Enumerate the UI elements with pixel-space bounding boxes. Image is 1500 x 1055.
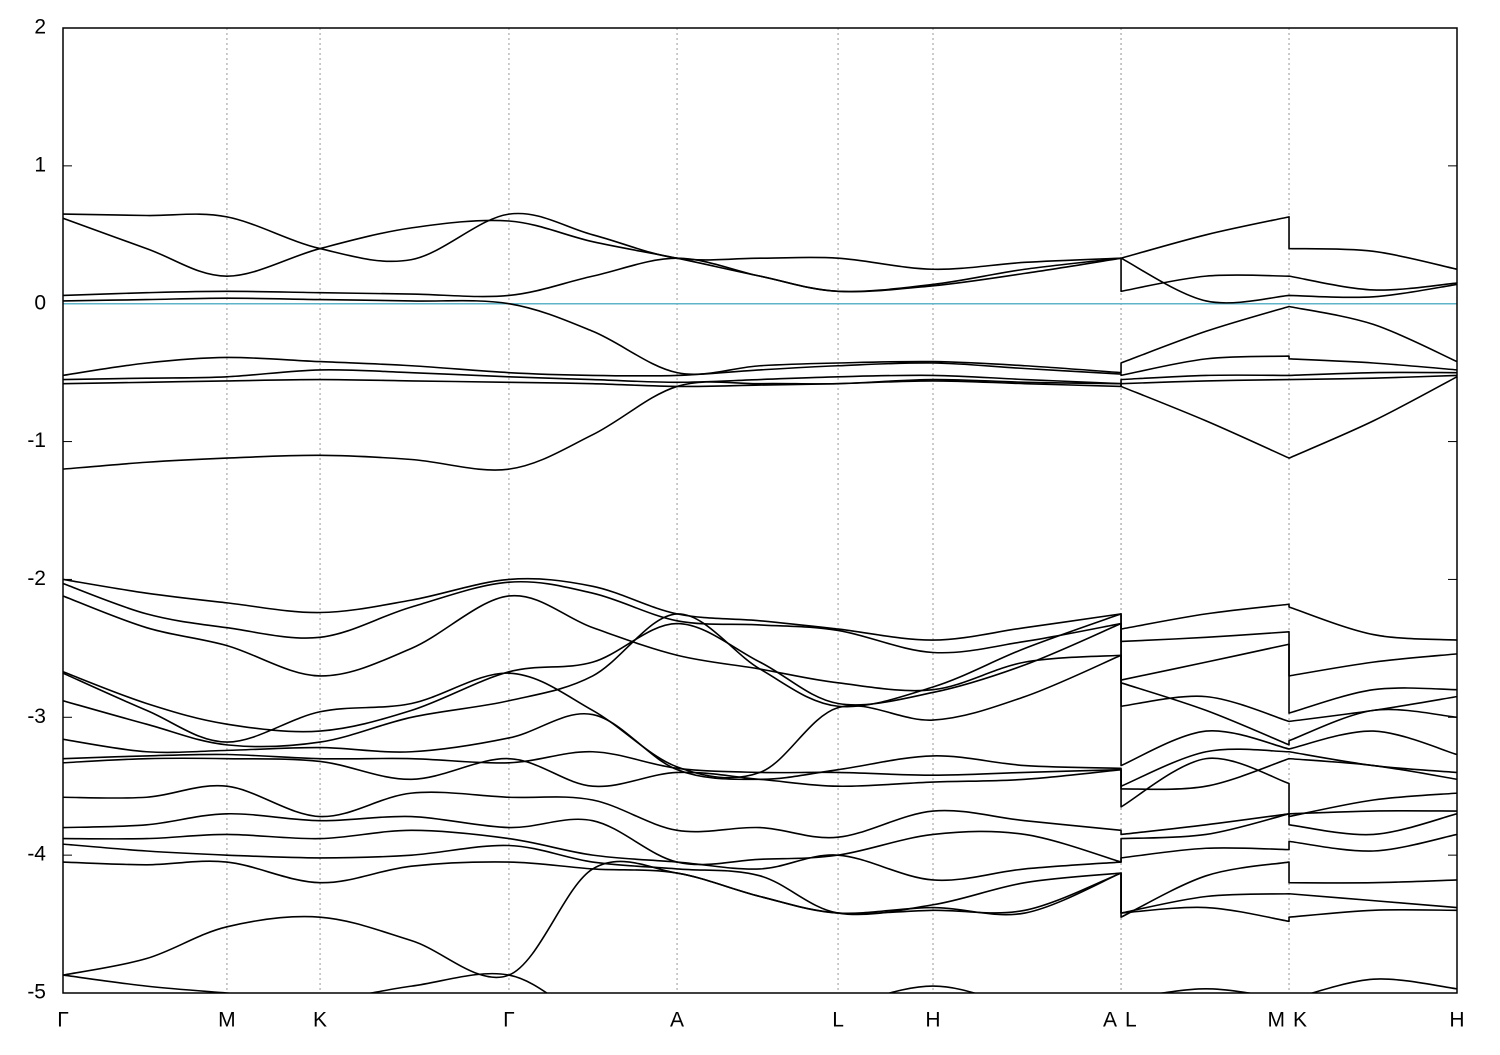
y-tick-label: 0 (34, 291, 46, 314)
band-line (63, 750, 1457, 791)
band-line (63, 613, 1457, 767)
x-tick-label: Γ (57, 1009, 69, 1032)
plot-area (63, 28, 1457, 993)
x-tick-label: L (832, 1009, 844, 1032)
x-tick-label: M (1268, 1009, 1286, 1032)
x-tick-label: M (218, 1009, 236, 1032)
band-line (63, 355, 1457, 377)
y-tick-label: -3 (27, 705, 46, 728)
x-tick-label: K (1293, 1009, 1307, 1032)
x-tick-label: A (670, 1009, 684, 1032)
x-tick-label: A (1103, 1009, 1117, 1032)
x-tick-label: H (1449, 1009, 1464, 1032)
band-line (63, 860, 1457, 979)
band-line (63, 580, 1457, 677)
y-tick-label: -1 (27, 429, 46, 452)
band-line (63, 972, 1457, 993)
y-tick-label: 2 (34, 16, 46, 39)
y-tick-label: 1 (34, 153, 46, 176)
plot-frame (62, 27, 1458, 994)
band-line (63, 257, 1457, 304)
band-line (63, 843, 1457, 918)
band-line (63, 368, 1457, 385)
bands (63, 212, 1457, 993)
band-line (63, 212, 1457, 271)
band-line (63, 577, 1457, 641)
y-tick-label: -5 (27, 981, 46, 1004)
band-line (63, 297, 1457, 376)
band-line (63, 812, 1457, 866)
band-line (63, 829, 1457, 882)
x-tick-label: H (925, 1009, 940, 1032)
y-tick-label: -4 (27, 843, 46, 866)
band-line (63, 784, 1457, 839)
x-tick-label: L (1125, 1009, 1137, 1032)
band-line (63, 376, 1457, 471)
band-line (63, 622, 1457, 733)
x-tick-label: K (313, 1009, 327, 1032)
band-line (63, 757, 1457, 818)
y-tick-label: -2 (27, 567, 46, 590)
band-line (63, 374, 1457, 388)
x-tick-label: Γ (503, 1009, 515, 1032)
